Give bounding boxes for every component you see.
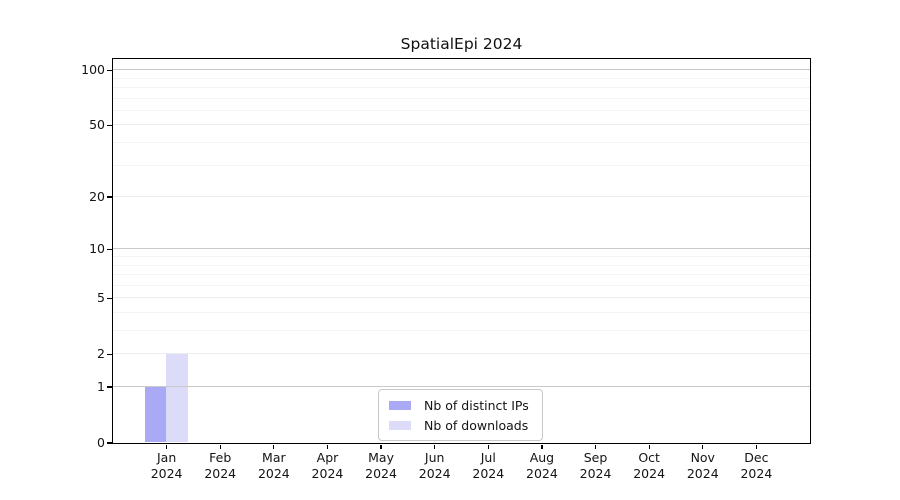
month-label: Oct xyxy=(638,450,660,465)
y-tick-label: 20 xyxy=(89,189,105,205)
year-label: 2024 xyxy=(686,465,719,481)
year-label: 2024 xyxy=(633,465,666,481)
year-label: 2024 xyxy=(579,465,612,481)
gridline-minor xyxy=(112,97,810,99)
month-label: Nov xyxy=(690,450,715,465)
y-tick-label: 5 xyxy=(97,290,105,306)
gridline-mid xyxy=(112,353,810,355)
legend-label-downloads: Nb of downloads xyxy=(424,417,529,433)
x-tick-label: Mar 2024 xyxy=(242,450,306,481)
y-tick-mark xyxy=(106,69,112,71)
month-label: Apr xyxy=(316,450,339,465)
legend-entry-distinct-ips: Nb of distinct IPs xyxy=(389,396,532,414)
y-tick-label: 2 xyxy=(97,346,105,362)
month-label: Feb xyxy=(209,450,232,465)
legend-label-distinct-ips: Nb of distinct IPs xyxy=(424,397,529,413)
x-tick-mark xyxy=(755,444,758,449)
x-tick-label: Oct 2024 xyxy=(617,450,681,481)
month-label: Jan xyxy=(156,450,177,465)
gridline-minor xyxy=(112,330,810,331)
y-tick-mark xyxy=(106,248,112,250)
x-tick-mark xyxy=(434,444,436,449)
month-label: May xyxy=(368,450,394,465)
month-label: Mar xyxy=(262,450,286,465)
x-tick-label: Jan 2024 xyxy=(135,450,199,481)
gridline-minor xyxy=(112,311,810,313)
y-tick-mark xyxy=(106,442,112,444)
year-label: 2024 xyxy=(150,465,183,481)
gridlines-layer xyxy=(112,59,810,443)
y-tick-label: 100 xyxy=(81,62,105,78)
y-tick-label: 10 xyxy=(89,241,105,257)
gridline-minor xyxy=(112,264,810,266)
x-tick-mark xyxy=(648,444,650,449)
year-label: 2024 xyxy=(418,465,451,481)
x-tick-mark xyxy=(326,444,329,449)
y-tick-mark xyxy=(106,386,112,388)
gridline-major xyxy=(112,69,810,71)
distinct-ips-swatch-icon xyxy=(389,400,411,410)
y-tick-label: 0 xyxy=(97,435,105,450)
gridline-minor xyxy=(112,164,810,166)
x-tick-mark xyxy=(541,444,543,449)
gridline-major xyxy=(112,248,810,250)
y-tick-label: 1 xyxy=(97,379,105,394)
gridline-mid xyxy=(112,124,810,126)
x-tick-mark xyxy=(594,444,597,449)
x-tick-mark xyxy=(165,444,168,449)
legend-entry-downloads: Nb of downloads xyxy=(389,416,532,434)
month-label: Sep xyxy=(583,450,608,465)
downloads-swatch-icon xyxy=(389,420,411,430)
year-label: 2024 xyxy=(472,465,505,481)
x-tick-label: Jun 2024 xyxy=(403,450,467,481)
chart-title: SpatialEpi 2024 xyxy=(400,35,523,53)
x-tick-label: Nov 2024 xyxy=(671,450,735,481)
gridline-minor xyxy=(112,274,810,276)
y-tick-mark xyxy=(106,297,112,299)
plot-area xyxy=(111,57,811,444)
year-label: 2024 xyxy=(311,465,344,481)
bar-downloads xyxy=(166,353,188,443)
y-tick-mark xyxy=(106,353,112,355)
legend: Nb of distinct IPs Nb of downloads xyxy=(378,389,543,441)
bars-layer xyxy=(113,59,810,443)
gridline-minor xyxy=(112,87,810,88)
x-tick-label: Jul 2024 xyxy=(456,450,520,481)
x-tick-label: Aug 2024 xyxy=(510,450,574,481)
x-tick-mark xyxy=(702,444,704,449)
month-label: Jul xyxy=(480,450,496,465)
x-tick-mark xyxy=(219,444,221,449)
month-label: Dec xyxy=(744,450,769,465)
x-tick-label: Apr 2024 xyxy=(295,450,359,481)
x-tick-mark xyxy=(273,444,275,449)
y-tick-label: 50 xyxy=(89,117,105,133)
month-label: Jun xyxy=(424,450,445,465)
gridline-mid xyxy=(112,297,810,299)
gridline-minor xyxy=(112,77,810,79)
gridline-minor xyxy=(112,284,810,286)
gridline-minor xyxy=(112,109,810,111)
y-tick-mark xyxy=(106,196,112,198)
year-label: 2024 xyxy=(740,465,773,481)
year-label: 2024 xyxy=(204,465,237,481)
gridline-minor xyxy=(112,142,810,143)
bar-distinct-ips xyxy=(144,386,167,443)
x-tick-label: May 2024 xyxy=(349,450,413,481)
gridline-minor xyxy=(112,255,810,257)
gridline-mid xyxy=(112,196,810,198)
x-tick-mark xyxy=(487,444,489,449)
gridline-major xyxy=(112,386,810,387)
year-label: 2024 xyxy=(526,465,558,481)
x-tick-mark xyxy=(380,444,382,449)
month-label: Aug xyxy=(529,450,555,465)
x-tick-label: Feb 2024 xyxy=(188,450,252,481)
y-tick-mark xyxy=(106,124,112,127)
year-label: 2024 xyxy=(365,465,397,481)
x-tick-label: Dec 2024 xyxy=(724,450,788,481)
year-label: 2024 xyxy=(257,465,290,481)
x-tick-label: Sep 2024 xyxy=(564,450,628,481)
